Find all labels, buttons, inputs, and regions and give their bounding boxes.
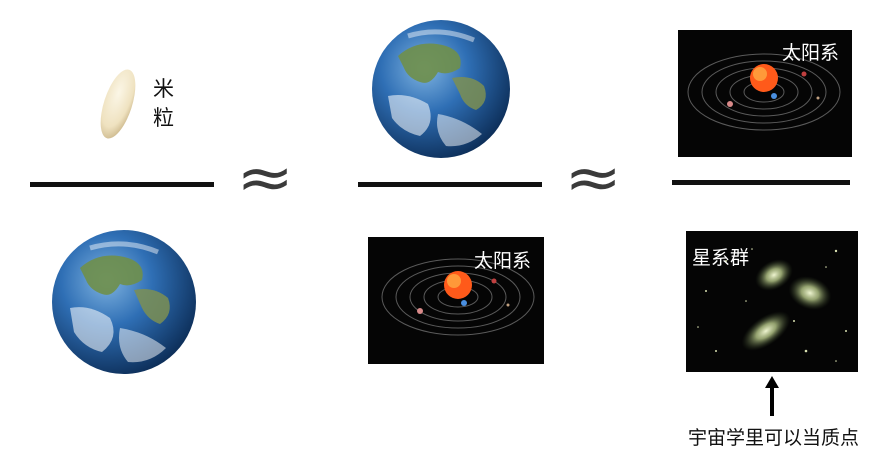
galaxy-group-icon	[686, 231, 858, 372]
approx-symbol-1: ≈	[236, 143, 295, 213]
approx-symbol-2: ≈	[564, 143, 623, 213]
rice-label-line1: 米	[153, 77, 174, 101]
solar-system-icon	[678, 30, 852, 157]
caption: 宇宙学里可以当质点	[688, 427, 860, 449]
earth-icon	[50, 228, 198, 376]
rice-label-line2: 粒	[153, 106, 174, 130]
fraction-bar-2	[358, 182, 542, 187]
galaxy-group-label: 星系群	[692, 247, 750, 269]
up-arrow-icon	[765, 376, 779, 416]
solar-system-icon	[368, 237, 544, 364]
earth-icon	[370, 18, 512, 160]
solar-system-label: 太阳系	[782, 42, 840, 64]
fraction-bar-3	[672, 180, 850, 185]
fraction-bar-1	[30, 182, 214, 187]
rice-grain-icon	[96, 66, 140, 142]
solar-system-label: 太阳系	[474, 250, 532, 272]
